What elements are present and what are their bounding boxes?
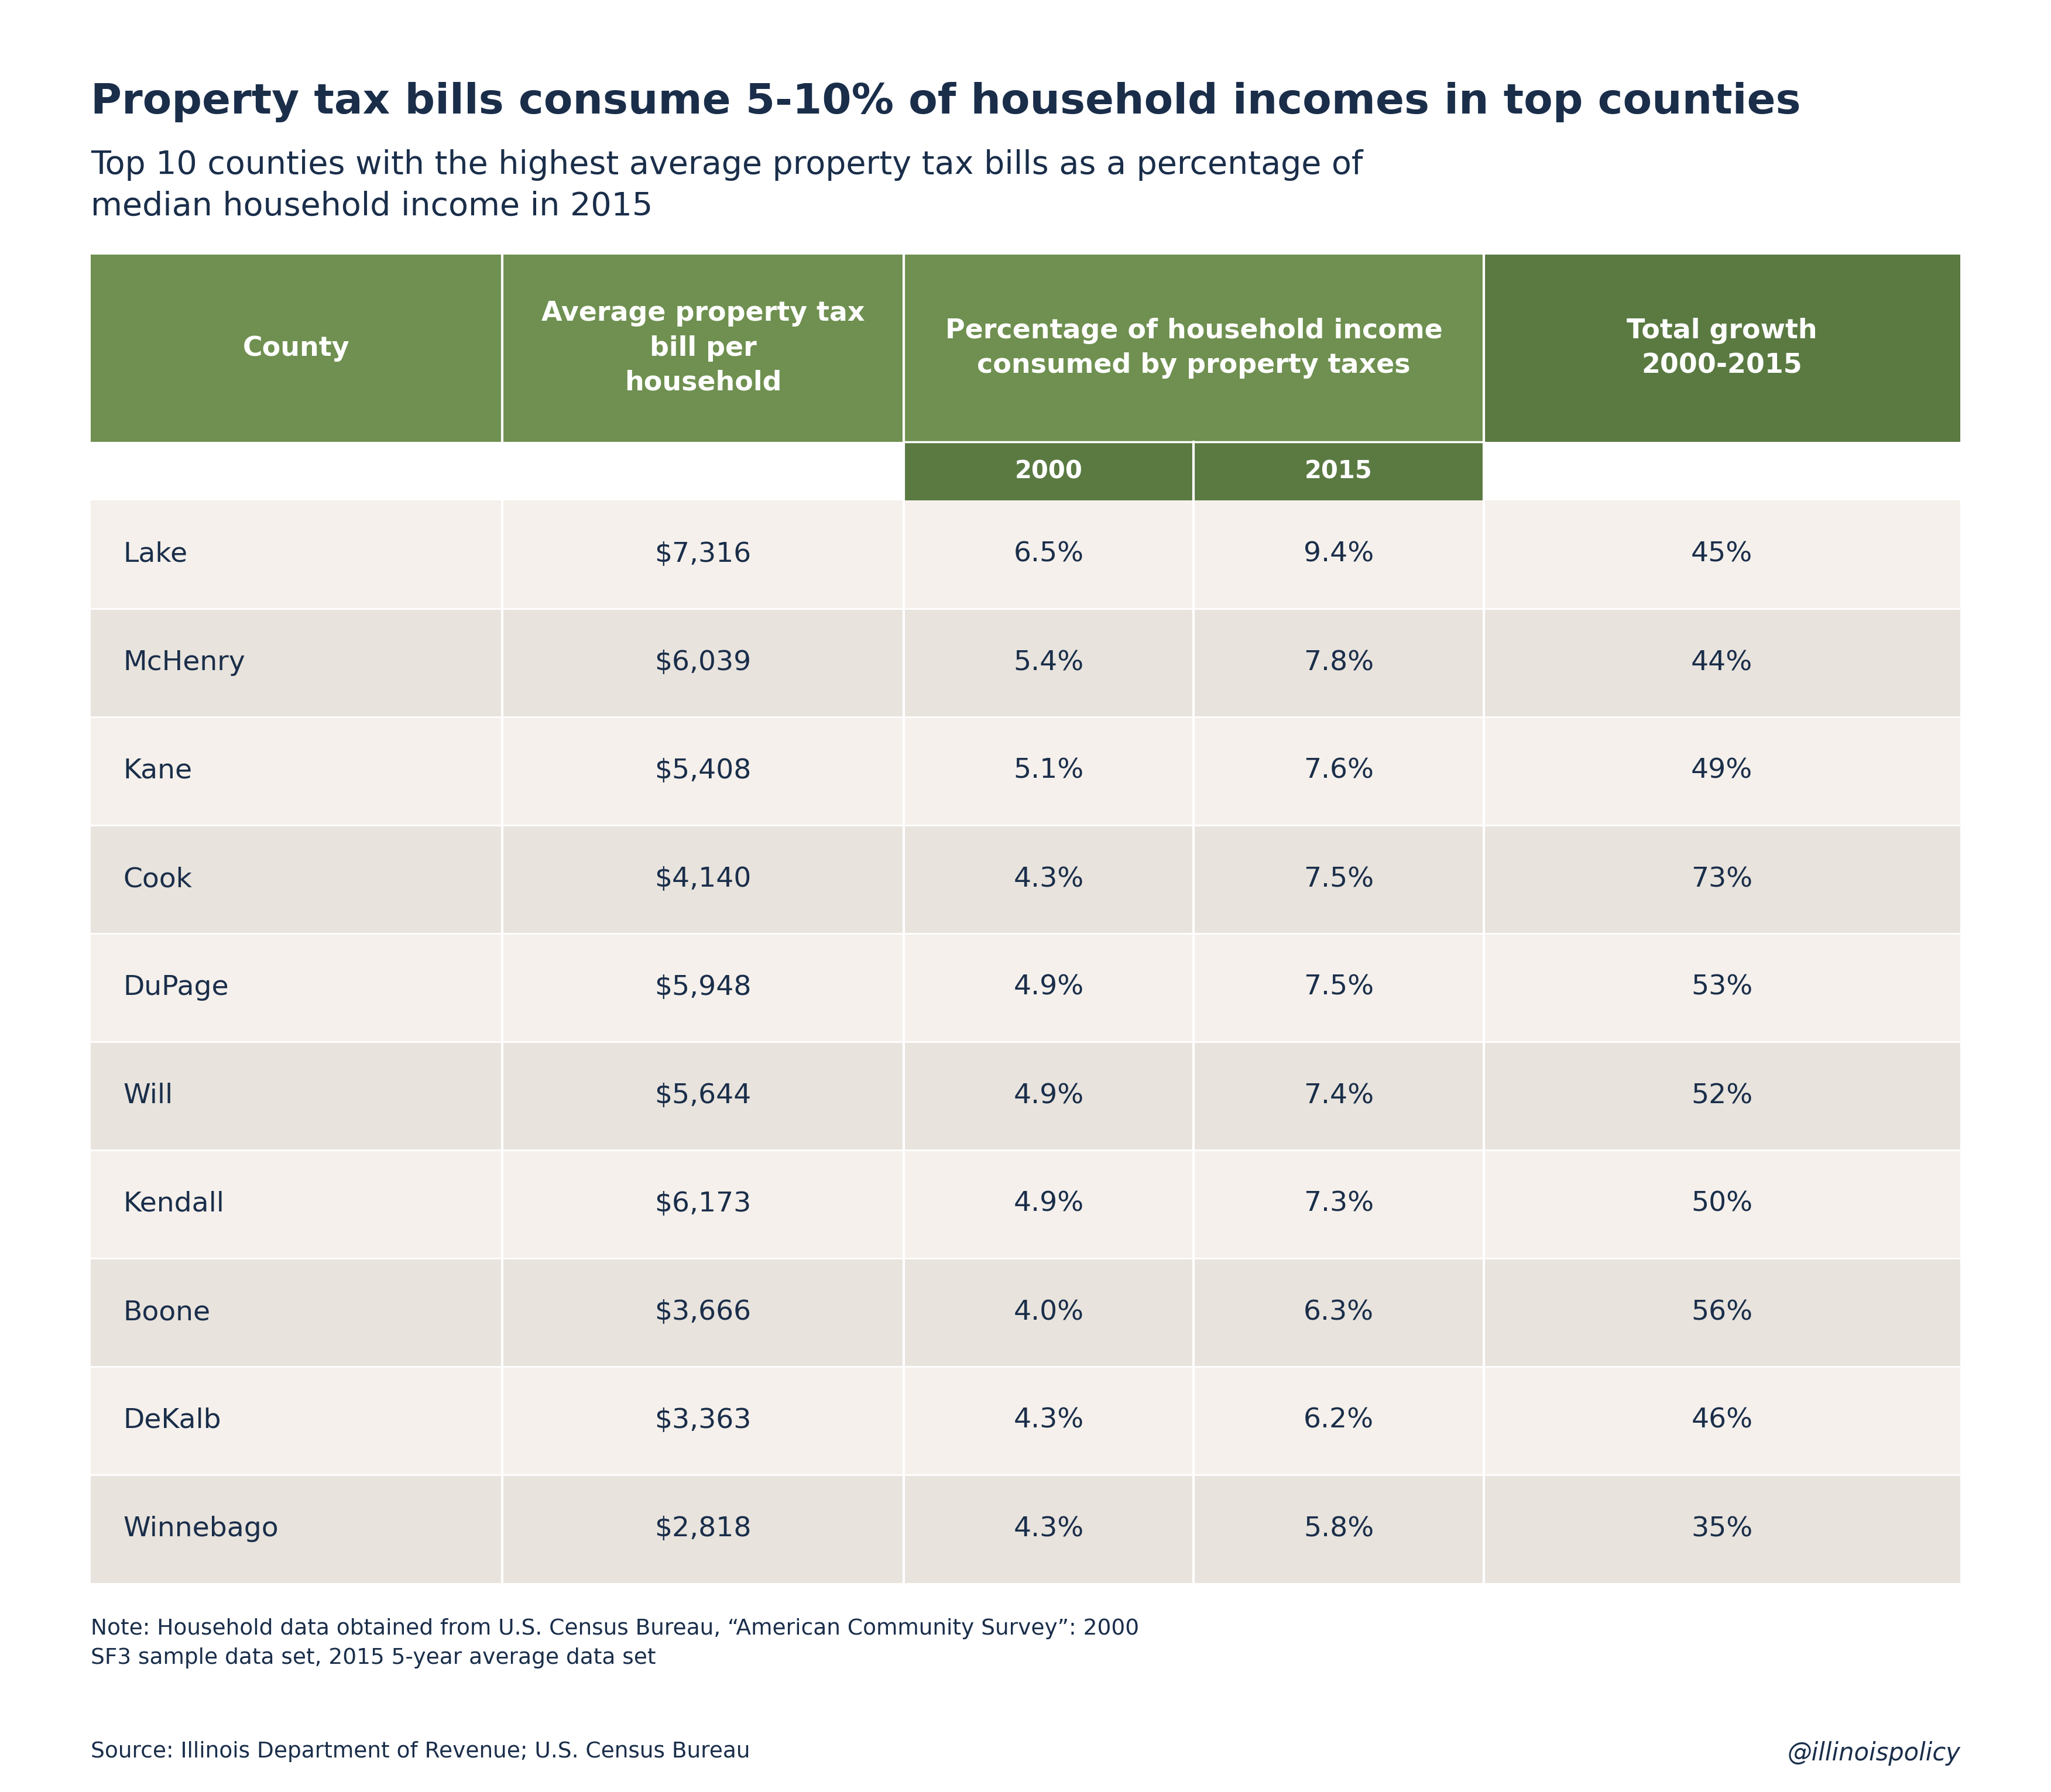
Text: Percentage of household income
consumed by property taxes: Percentage of household income consumed … — [946, 317, 1442, 378]
Text: Cook: Cook — [123, 866, 193, 892]
Bar — [90, 1367, 1961, 1475]
Bar — [90, 934, 1961, 1041]
Text: 4.3%: 4.3% — [1013, 1516, 1085, 1543]
Text: 44%: 44% — [1692, 650, 1754, 676]
Text: 53%: 53% — [1692, 975, 1754, 1000]
Text: Note: Household data obtained from U.S. Census Bureau, “American Community Surve: Note: Household data obtained from U.S. … — [90, 1618, 1138, 1668]
Text: 56%: 56% — [1692, 1299, 1754, 1326]
Bar — [904, 254, 1483, 443]
Bar — [90, 500, 1961, 609]
Text: DeKalb: DeKalb — [123, 1407, 222, 1434]
Text: 4.0%: 4.0% — [1013, 1299, 1085, 1326]
Bar — [1194, 443, 1483, 500]
Text: $5,948: $5,948 — [654, 975, 751, 1000]
Text: Winnebago: Winnebago — [123, 1516, 279, 1543]
Text: 35%: 35% — [1692, 1516, 1754, 1543]
Text: 45%: 45% — [1692, 541, 1754, 568]
Text: 6.2%: 6.2% — [1304, 1407, 1374, 1434]
Bar — [502, 254, 904, 443]
Text: $7,316: $7,316 — [654, 541, 751, 568]
Text: Top 10 counties with the highest average property tax bills as a percentage of
m: Top 10 counties with the highest average… — [90, 149, 1362, 222]
Text: $5,644: $5,644 — [654, 1082, 751, 1109]
Text: 52%: 52% — [1692, 1082, 1754, 1109]
Text: $6,173: $6,173 — [654, 1192, 751, 1217]
Text: 9.4%: 9.4% — [1304, 541, 1374, 568]
Text: 5.1%: 5.1% — [1013, 758, 1085, 785]
Text: 4.3%: 4.3% — [1013, 1407, 1085, 1434]
Text: Kendall: Kendall — [123, 1192, 224, 1217]
Text: Boone: Boone — [123, 1299, 209, 1326]
Text: DuPage: DuPage — [123, 975, 228, 1000]
Text: 4.3%: 4.3% — [1013, 866, 1085, 892]
Text: 50%: 50% — [1692, 1192, 1754, 1217]
Text: $3,666: $3,666 — [654, 1299, 751, 1326]
Text: Total growth
2000-2015: Total growth 2000-2015 — [1626, 317, 1817, 378]
Bar — [90, 717, 1961, 824]
Text: 4.9%: 4.9% — [1013, 975, 1085, 1000]
Text: 7.4%: 7.4% — [1304, 1082, 1374, 1109]
Text: 7.3%: 7.3% — [1304, 1192, 1374, 1217]
Text: 7.5%: 7.5% — [1304, 975, 1374, 1000]
Bar — [90, 1041, 1961, 1150]
Text: $4,140: $4,140 — [654, 866, 751, 892]
Text: 5.4%: 5.4% — [1013, 650, 1085, 676]
Bar — [1483, 254, 1961, 443]
Text: 46%: 46% — [1692, 1407, 1754, 1434]
Text: 7.6%: 7.6% — [1304, 758, 1374, 785]
Text: McHenry: McHenry — [123, 650, 246, 676]
Bar — [90, 609, 1961, 717]
Text: Will: Will — [123, 1082, 172, 1109]
Text: County: County — [242, 335, 351, 362]
Text: Source: Illinois Department of Revenue; U.S. Census Bureau: Source: Illinois Department of Revenue; … — [90, 1742, 751, 1762]
Text: 5.8%: 5.8% — [1304, 1516, 1374, 1543]
Text: 73%: 73% — [1692, 866, 1754, 892]
Text: Lake: Lake — [123, 541, 187, 568]
Text: 7.5%: 7.5% — [1304, 866, 1374, 892]
Text: 4.9%: 4.9% — [1013, 1082, 1085, 1109]
Text: 2015: 2015 — [1304, 459, 1372, 484]
Bar — [90, 1258, 1961, 1367]
Text: $5,408: $5,408 — [654, 758, 751, 785]
Text: $6,039: $6,039 — [654, 650, 751, 676]
Bar — [904, 443, 1194, 500]
Text: 4.9%: 4.9% — [1013, 1192, 1085, 1217]
Bar — [90, 1475, 1961, 1582]
Text: 6.5%: 6.5% — [1013, 541, 1085, 568]
Bar — [90, 824, 1961, 934]
Bar — [90, 254, 502, 443]
Text: 6.3%: 6.3% — [1304, 1299, 1374, 1326]
Text: $2,818: $2,818 — [654, 1516, 751, 1543]
Text: 7.8%: 7.8% — [1304, 650, 1374, 676]
Text: Kane: Kane — [123, 758, 193, 785]
Text: 49%: 49% — [1692, 758, 1754, 785]
Text: Property tax bills consume 5-10% of household incomes in top counties: Property tax bills consume 5-10% of hous… — [90, 82, 1801, 122]
Text: @illinoispolicy: @illinoispolicy — [1786, 1742, 1961, 1765]
Text: $3,363: $3,363 — [654, 1407, 751, 1434]
Bar — [90, 1150, 1961, 1258]
Text: Average property tax
bill per
household: Average property tax bill per household — [541, 301, 866, 396]
Text: 2000: 2000 — [1015, 459, 1083, 484]
